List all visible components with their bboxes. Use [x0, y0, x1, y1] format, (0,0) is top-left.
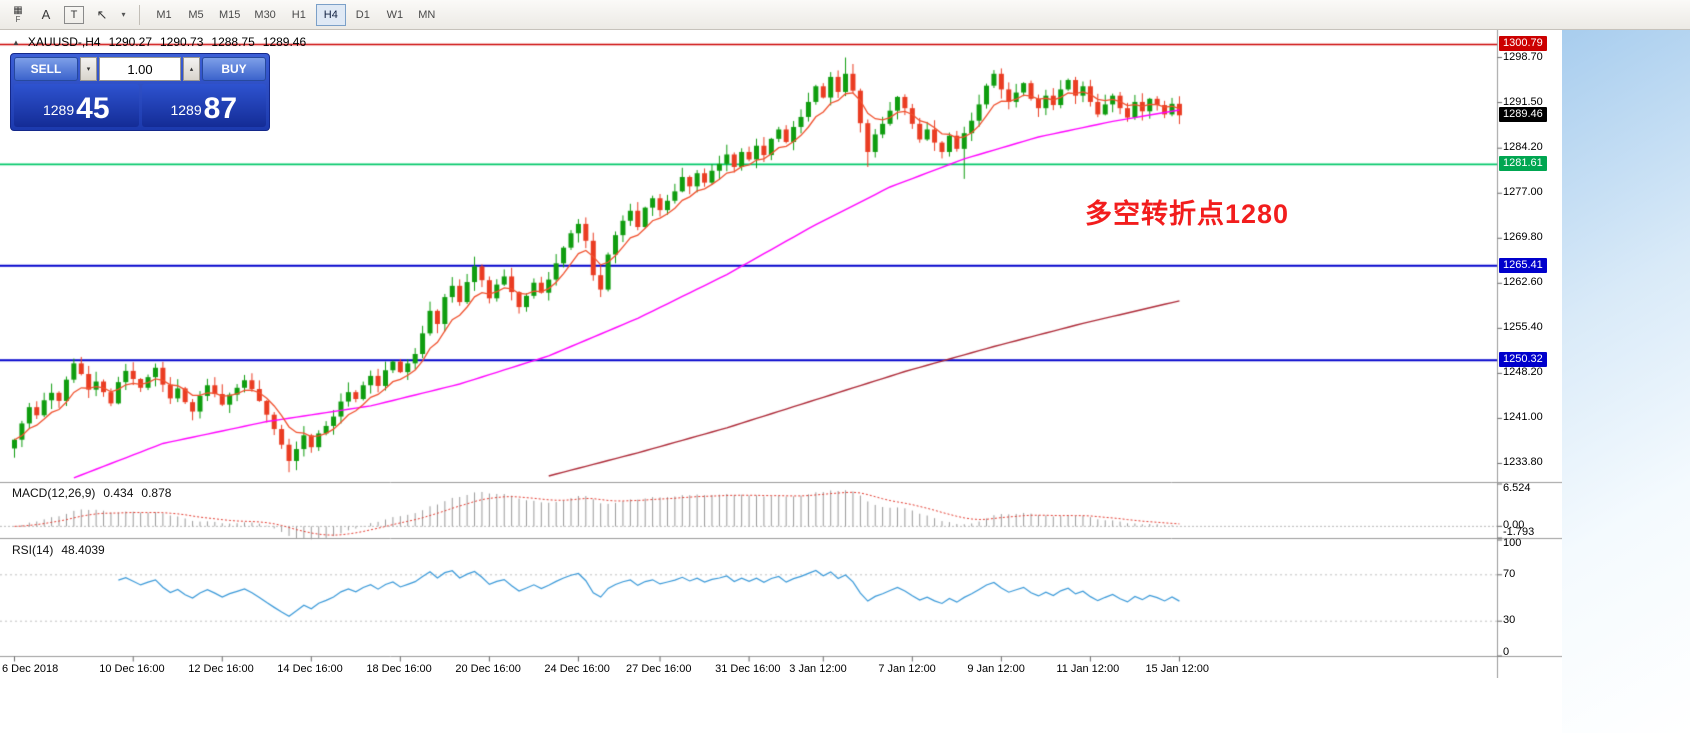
volume-input[interactable]: [99, 57, 181, 81]
macd-value-1: 0.434: [103, 486, 134, 500]
macd-indicator-header: MACD(12,26,9) 0.434 0.878: [12, 486, 171, 500]
time-tick-label: 24 Dec 16:00: [544, 663, 610, 675]
time-tick-label: 7 Jan 12:00: [878, 663, 936, 675]
close-value: 1289.46: [262, 35, 307, 49]
time-tick-label: 18 Dec 16:00: [366, 663, 432, 675]
rsi-title: RSI(14): [12, 543, 54, 557]
price-line-badge: 1300.79: [1499, 36, 1547, 52]
text-label-tool-icon[interactable]: A: [33, 3, 59, 27]
macd-tick-label: 6.524: [1503, 482, 1531, 494]
time-tick-label: 11 Jan 12:00: [1056, 663, 1120, 675]
time-tick-label: 12 Dec 16:00: [188, 663, 254, 675]
price-line-badge: 1281.61: [1499, 156, 1547, 172]
macd-tick-label: -1.793: [1503, 526, 1535, 538]
text-frame-tool-icon[interactable]: T: [64, 5, 84, 24]
cursor-tool-dropdown-icon[interactable]: ▾: [117, 3, 130, 27]
macd-value-2: 0.878: [141, 486, 172, 500]
price-tick-label: 1291.50: [1503, 95, 1543, 108]
high-value: 1290.73: [160, 35, 204, 49]
price-line-badge: 1250.32: [1499, 352, 1547, 368]
time-tick-label: 15 Jan 12:00: [1145, 663, 1210, 675]
price-tick-label: 1241.00: [1503, 411, 1543, 424]
toolbar-separator: [139, 4, 140, 25]
rsi-tick-label: 30: [1503, 614, 1516, 627]
price-chart-canvas[interactable]: [0, 30, 1562, 678]
timeframe-h1-button[interactable]: H1: [284, 4, 314, 26]
volume-up-icon[interactable]: ▴: [183, 57, 200, 81]
buy-price-main: 1289: [170, 102, 202, 118]
timeframe-d1-button[interactable]: D1: [348, 4, 378, 26]
chart-templates-icon[interactable]: ▦ F: [5, 3, 31, 27]
timeframe-h4-button[interactable]: H4: [315, 3, 346, 26]
sell-button[interactable]: SELL: [14, 57, 78, 81]
docked-panel-area: [1562, 30, 1690, 733]
macd-title: MACD(12,26,9): [12, 486, 96, 500]
grid-icon-caption: F: [15, 14, 21, 24]
rsi-tick-label: 0: [1503, 646, 1510, 658]
timeframe-m1-button[interactable]: M1: [149, 4, 179, 26]
cursor-tool-icon[interactable]: ↖: [89, 3, 115, 27]
timeframe-m15-button[interactable]: M15: [213, 4, 246, 26]
price-tick-label: 1262.60: [1503, 276, 1543, 289]
rsi-value: 48.4039: [61, 543, 105, 557]
price-line-badge: 1289.46: [1499, 107, 1547, 123]
time-tick-label: 6 Dec 2018: [2, 663, 59, 675]
macd-tick-label: 0.00: [1503, 519, 1525, 532]
timeframe-m5-button[interactable]: M5: [181, 4, 211, 26]
price-tick-label: 1255.40: [1503, 321, 1543, 334]
chart-text-annotation: 多空转折点1280: [1085, 199, 1290, 229]
time-tick-label: 20 Dec 16:00: [455, 663, 521, 675]
rsi-indicator-header: RSI(14) 48.4039: [12, 543, 105, 557]
buy-price-pips: 87: [203, 92, 238, 125]
price-line-badge: 1265.41: [1499, 257, 1547, 273]
price-tick-label: 1284.20: [1503, 141, 1543, 154]
symbol-arrow-icon: ▲: [12, 37, 20, 47]
time-tick-label: 10 Dec 16:00: [99, 663, 165, 675]
one-click-trade-panel: SELL ▾ ▴ BUY 1289 45 1289 87: [10, 53, 270, 131]
symbol-period-label: XAUUSD-,H4: [27, 35, 101, 49]
timeframe-mn-button[interactable]: MN: [412, 4, 442, 26]
price-tick-label: 1233.80: [1503, 456, 1543, 469]
rsi-tick-label: 70: [1503, 567, 1516, 580]
toolbar: ▦ F A T ↖ ▾ M1 M5 M15 M30 H1 H4 D1 W1 MN: [0, 0, 1690, 30]
timeframe-w1-button[interactable]: W1: [380, 4, 410, 26]
time-scale[interactable]: 6 Dec 2018 10 Dec 16:00 12 Dec 16:00 14 Dec…: [0, 660, 1562, 682]
buy-price-panel[interactable]: 1289 87: [141, 84, 266, 127]
price-tick-label: 1269.80: [1503, 231, 1543, 244]
low-value: 1288.75: [211, 35, 255, 49]
time-tick-label: 9 Jan 12:00: [967, 663, 1025, 675]
buy-button[interactable]: BUY: [202, 57, 266, 81]
price-scale[interactable]: 1298.70 1291.50 1284.20 1277.00 1269.80 1262.…: [1499, 30, 1563, 678]
sell-price-main: 1289: [42, 102, 75, 118]
timeframe-m30-button[interactable]: M30: [248, 4, 281, 26]
price-tick-label: 1277.00: [1503, 186, 1543, 199]
grid-icon: ▦: [13, 4, 23, 16]
sell-price-panel[interactable]: 1289 45: [14, 84, 139, 127]
time-tick-label: 31 Dec 16:00: [715, 663, 781, 675]
volume-down-icon[interactable]: ▾: [80, 57, 97, 81]
chart-window: ▲ XAUUSD-,H4 1290.27 1290.73 1288.75 128…: [0, 30, 1690, 733]
sell-price-pips: 45: [76, 92, 110, 125]
rsi-tick-label: 100: [1503, 537, 1522, 549]
price-tick-label: 1298.70: [1503, 50, 1543, 63]
ohlc-header: ▲ XAUUSD-,H4 1290.27 1290.73 1288.75 128…: [12, 35, 306, 49]
time-tick-label: 27 Dec 16:00: [626, 663, 692, 675]
time-tick-label: 14 Dec 16:00: [277, 663, 343, 675]
price-tick-label: 1248.20: [1503, 366, 1543, 379]
open-value: 1290.27: [108, 35, 152, 49]
time-tick-label: 3 Jan 12:00: [789, 663, 847, 675]
